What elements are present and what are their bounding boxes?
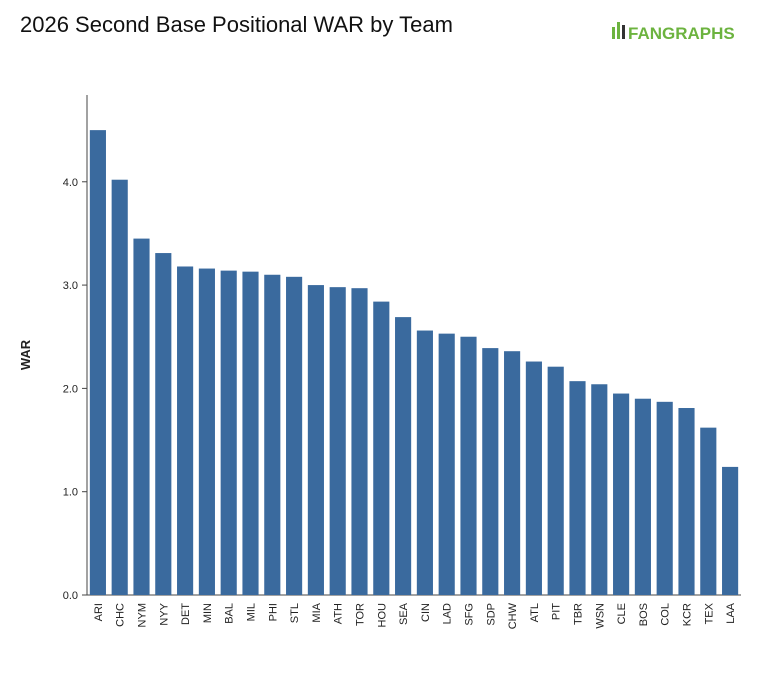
x-tick-label: MIN [202,603,214,623]
bar [504,351,521,595]
bar [111,179,128,595]
x-tick-label: STL [289,603,301,623]
x-tick-label: TBR [573,603,585,625]
bar [177,266,194,595]
bar [678,408,695,595]
x-tick-label: COL [660,603,672,626]
bar [634,398,651,595]
x-tick-label: TOR [355,603,367,626]
bar [264,274,281,595]
x-tick-label: ATL [529,603,541,622]
x-tick-label: KCR [682,603,694,626]
x-tick-label: ATH [333,603,345,624]
bar [242,271,259,595]
x-tick-label: CHW [507,602,519,629]
y-tick-label: 3.0 [63,280,78,292]
bar [395,317,412,595]
x-tick-label: NYY [158,602,170,625]
x-tick-label: BOS [638,603,650,626]
x-tick-label: PHI [267,603,279,621]
y-tick-label: 1.0 [63,487,78,499]
logo-bar [622,25,625,39]
logo: FANGRAPHS [612,22,735,43]
x-tick-label: CLE [616,603,628,624]
x-tick-label: HOU [376,603,388,628]
chart-title: 2026 Second Base Positional WAR by Team [20,12,453,37]
x-tick-label: CHC [115,603,127,627]
y-axis-label: WAR [18,339,33,370]
bar [591,384,608,595]
x-tick-label: LAA [725,602,737,623]
x-tick-label: DET [180,603,192,625]
y-tick-label: 4.0 [63,177,78,189]
bar [613,393,630,595]
bar [89,130,106,595]
x-tick-label: PIT [551,603,563,620]
x-tick-label: SEA [398,602,410,625]
bar [482,348,499,595]
bar [329,287,346,595]
bar [416,330,433,595]
x-tick-label: TEX [703,602,715,624]
y-tick-label: 2.0 [63,383,78,395]
logo-text: FANGRAPHS [628,24,735,43]
x-tick-label: SDP [485,603,497,626]
y-tick-label: 0.0 [63,590,78,602]
bar [307,285,324,595]
x-tick-label: SFG [464,603,476,626]
logo-bar [617,22,620,39]
x-tick-label: CIN [420,603,432,622]
x-tick-label: MIL [246,603,258,621]
bar [569,381,586,595]
bar [133,238,150,596]
bar [525,361,542,595]
x-tick-label: LAD [442,603,454,624]
x-tick-label: NYM [137,603,149,627]
x-tick-label: MIA [311,602,323,622]
bar [700,427,717,595]
bar [220,270,237,595]
bar [722,466,739,595]
bar [547,366,564,595]
bar [438,333,455,595]
x-tick-label: BAL [224,603,236,624]
bar [373,301,390,595]
x-tick-label: ARI [93,603,105,621]
bar [198,268,215,595]
bar [286,276,303,595]
bar [351,288,368,595]
bar [656,401,673,595]
bar [155,253,172,595]
logo-bar [612,27,615,39]
x-tick-label: WSN [594,603,606,629]
bar [460,336,477,595]
